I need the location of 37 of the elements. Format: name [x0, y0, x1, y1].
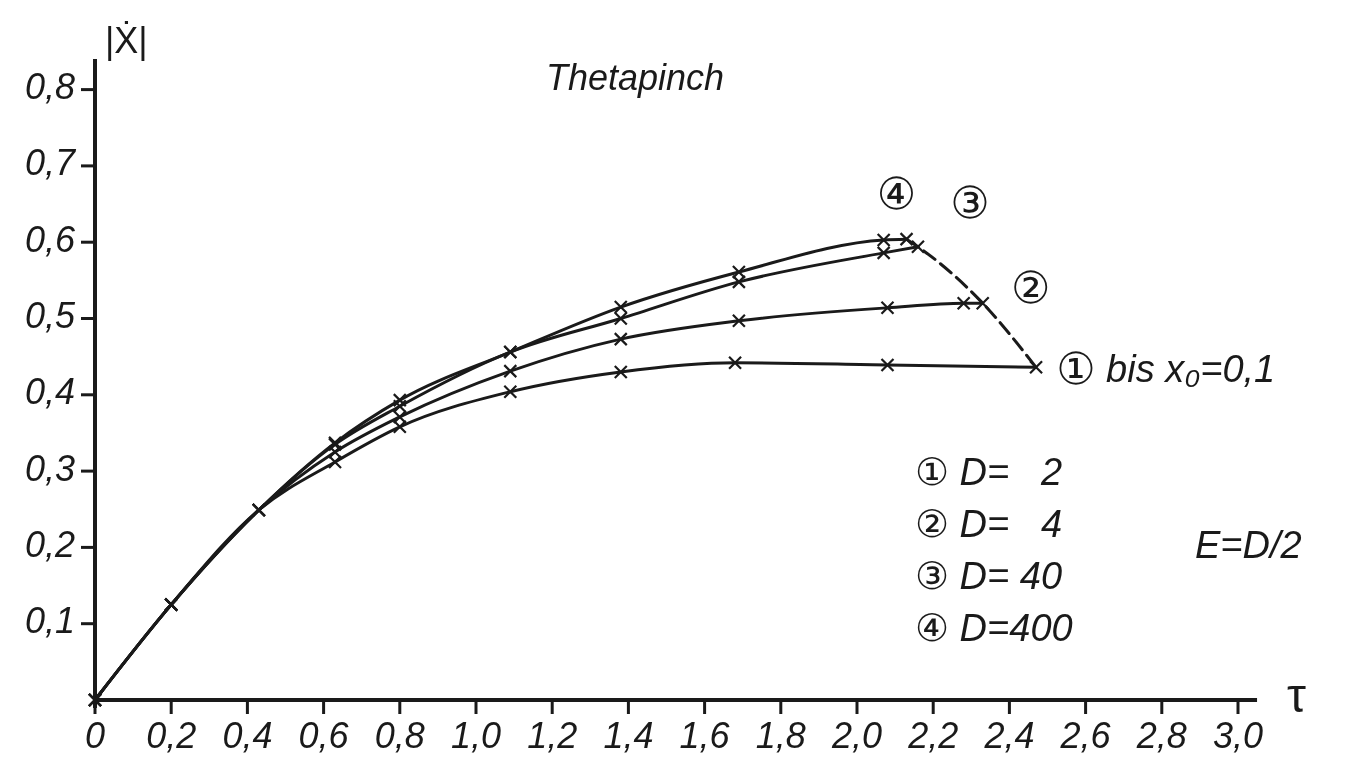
y-tick-label: 0,7: [24, 142, 77, 184]
x-tick-label: 1,2: [527, 715, 578, 756]
x-axis-title: τ: [1287, 669, 1307, 722]
y-axis-title: |Ẋ|: [105, 20, 148, 62]
series-label: ③: [950, 178, 990, 228]
x-tick-label: 2,0: [830, 715, 883, 756]
y-tick-label: 0,1: [24, 600, 75, 642]
y-tick-label: 0,5: [24, 295, 76, 337]
series-label: ②: [1011, 262, 1051, 312]
annotation: ④ D=400: [915, 607, 1073, 650]
chart-title: Thetapinch: [545, 57, 725, 98]
y-tick-label: 0,3: [24, 447, 75, 489]
annotation: E=D/2: [1195, 524, 1302, 567]
x-tick-label: 2,6: [1059, 715, 1112, 756]
y-tick-label: 0,4: [24, 371, 75, 413]
x-tick-label: 2,8: [1135, 715, 1187, 756]
x-tick-label: 1,0: [450, 715, 502, 756]
x-tick-label: 0,8: [374, 715, 425, 756]
x-tick-label: 0: [84, 715, 106, 756]
y-tick-label: 0,8: [24, 66, 75, 108]
annotation: ③ D= 40: [915, 555, 1063, 598]
x-tick-label: 1,4: [603, 715, 654, 756]
x-tick-label: 0,4: [222, 715, 273, 756]
x-tick-label: 2,4: [983, 715, 1035, 756]
x-tick-label: 1,8: [755, 715, 806, 756]
y-tick-label: 0,6: [24, 218, 76, 260]
x-tick-label: 3,0: [1212, 715, 1264, 756]
x-tick-label: 1,6: [679, 715, 731, 756]
x-tick-label: 2,2: [907, 715, 959, 756]
x-tick-label: 0,6: [298, 715, 350, 756]
x-tick-label: 0,2: [146, 715, 197, 756]
annotation: ② D= 4: [915, 503, 1063, 546]
series-label: ①: [1056, 343, 1096, 393]
annotation: ① D= 2: [915, 451, 1063, 494]
y-tick-label: 0,2: [24, 523, 75, 565]
annotation: bis x₀=0,1: [1106, 348, 1276, 391]
series-label: ④: [876, 168, 917, 218]
